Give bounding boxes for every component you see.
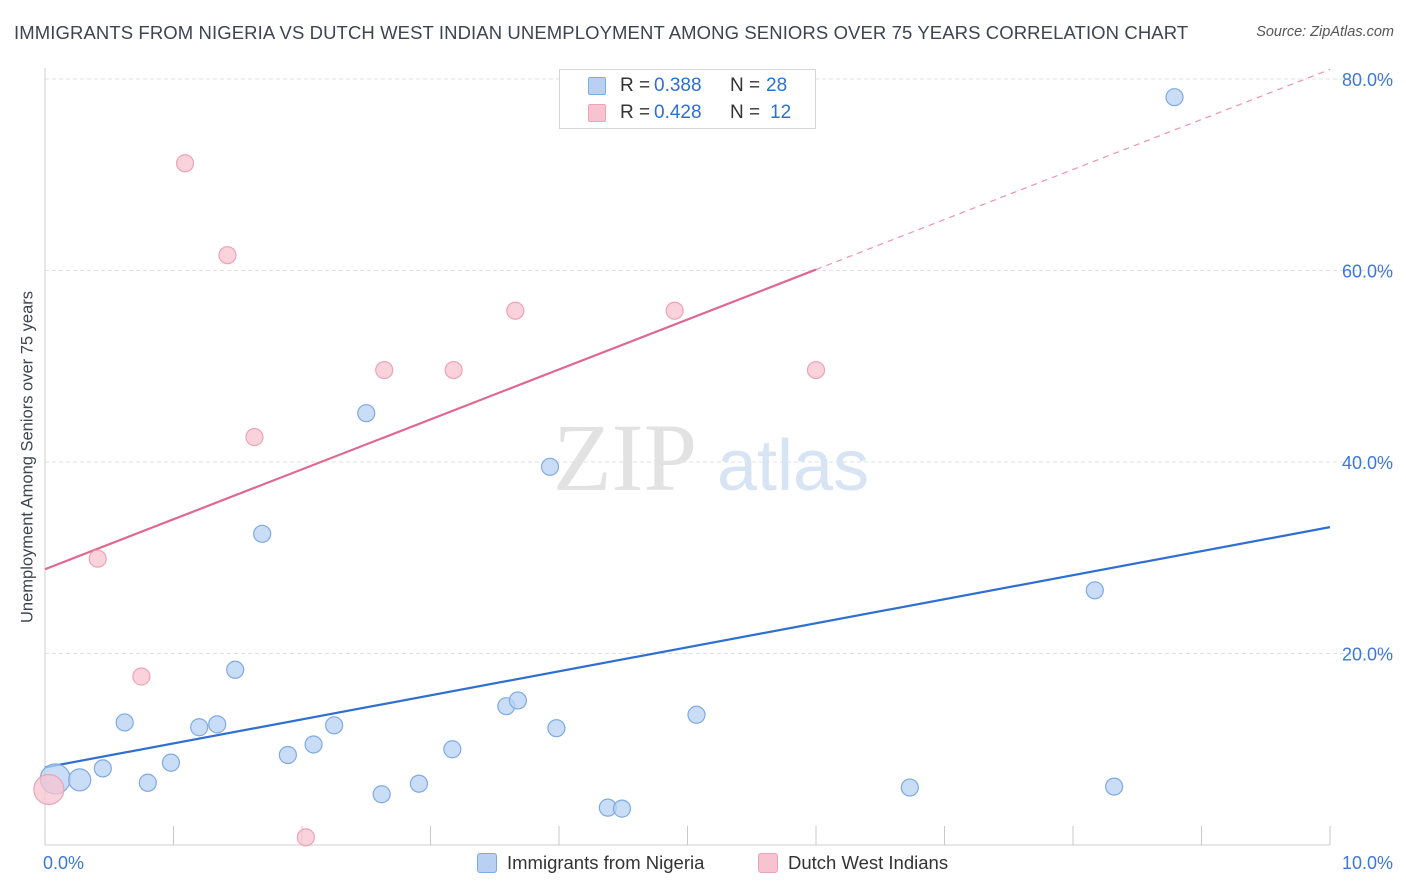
bottom-legend-nigeria: Immigrants from Nigeria bbox=[477, 852, 704, 876]
y-tick-label: 60.0% bbox=[1342, 262, 1393, 282]
blue-data-point bbox=[443, 740, 462, 759]
blue-data-point bbox=[1105, 777, 1124, 796]
watermark-zip: ZIP bbox=[553, 404, 697, 511]
axes bbox=[44, 68, 1331, 846]
blue-data-point bbox=[93, 759, 112, 778]
blue-data-point bbox=[161, 753, 181, 772]
blue-data-point bbox=[372, 785, 391, 804]
blue-data-point bbox=[208, 715, 227, 734]
bottom-legend-dutch: Dutch West Indians bbox=[758, 852, 948, 876]
legend-swatch-pink bbox=[588, 104, 606, 122]
pink-data-point bbox=[175, 154, 195, 173]
blue-data-point bbox=[547, 719, 566, 738]
blue-data-point bbox=[1085, 581, 1104, 600]
stats-legend: R = 0.388 N = 28 R = 0.428 N = 12 bbox=[559, 69, 816, 129]
bottom-legend-swatch-pink bbox=[758, 853, 778, 873]
pink-data-point bbox=[665, 301, 684, 320]
pink-data-point bbox=[245, 428, 264, 447]
legend-r-label: R = bbox=[620, 75, 651, 96]
x-tick-label: 0.0% bbox=[43, 853, 84, 873]
blue-data-point bbox=[357, 404, 376, 423]
pink-data-point bbox=[132, 667, 151, 686]
blue-data-point bbox=[278, 745, 297, 765]
pink-data-point bbox=[218, 246, 237, 265]
legend-swatch-blue bbox=[588, 77, 606, 95]
legend-r-value: 0.428 bbox=[654, 102, 702, 123]
y-tick-label: 20.0% bbox=[1342, 645, 1393, 665]
blue-data-point bbox=[687, 705, 706, 724]
y-tick-label: 40.0% bbox=[1342, 453, 1393, 473]
watermark-atlas: atlas bbox=[717, 426, 869, 506]
blue-data-point bbox=[304, 735, 323, 754]
blue-data-point bbox=[226, 660, 245, 679]
blue-data-point bbox=[190, 718, 209, 737]
legend-n-value: 28 bbox=[766, 75, 788, 96]
trend-lines bbox=[44, 68, 1331, 769]
blue-data-point bbox=[540, 457, 560, 476]
pink-data-point bbox=[296, 828, 315, 847]
blue-data-point bbox=[68, 768, 92, 792]
legend-r-label: R = bbox=[620, 102, 651, 123]
x-tick-label: 10.0% bbox=[1342, 853, 1393, 873]
blue-data-point bbox=[1165, 88, 1184, 107]
bottom-legend-swatch-blue bbox=[477, 853, 497, 873]
pink-data-point bbox=[806, 360, 826, 380]
legend-r-value: 0.388 bbox=[654, 75, 702, 96]
blue-data-point bbox=[409, 774, 429, 793]
blue-trend-line bbox=[44, 526, 1331, 769]
blue-data-point bbox=[612, 799, 632, 818]
blue-data-point bbox=[138, 773, 157, 792]
y-tick-label: 80.0% bbox=[1342, 70, 1393, 90]
tick-labels: 20.0% 40.0% 60.0% 80.0% 0.0% 10.0% bbox=[43, 70, 1393, 873]
source-credit: Source: ZipAtlas.com bbox=[1256, 24, 1394, 40]
bottom-legend-label: Dutch West Indians bbox=[788, 852, 949, 873]
pink-data-point bbox=[33, 773, 65, 806]
chart-title: IMMIGRANTS FROM NIGERIA VS DUTCH WEST IN… bbox=[14, 22, 1189, 43]
data-points bbox=[33, 88, 1184, 847]
blue-data-point bbox=[900, 778, 919, 797]
legend-n-value: 12 bbox=[770, 102, 792, 123]
blue-data-point bbox=[325, 716, 344, 735]
pink-data-point bbox=[88, 549, 107, 568]
pink-data-point bbox=[444, 360, 463, 380]
pink-trend-line bbox=[44, 268, 817, 571]
pink-data-point bbox=[375, 360, 394, 380]
bottom-legend-label: Immigrants from Nigeria bbox=[507, 852, 705, 873]
grid-lines bbox=[45, 78, 1395, 654]
pink-trend-extension bbox=[815, 68, 1331, 271]
watermark: ZIP atlas bbox=[553, 404, 869, 511]
legend-n-label: N = bbox=[730, 102, 761, 123]
blue-data-point bbox=[508, 691, 527, 710]
pink-data-point bbox=[506, 301, 525, 320]
blue-data-point bbox=[253, 524, 272, 543]
blue-data-point bbox=[115, 713, 134, 732]
legend-n-label: N = bbox=[730, 75, 761, 96]
